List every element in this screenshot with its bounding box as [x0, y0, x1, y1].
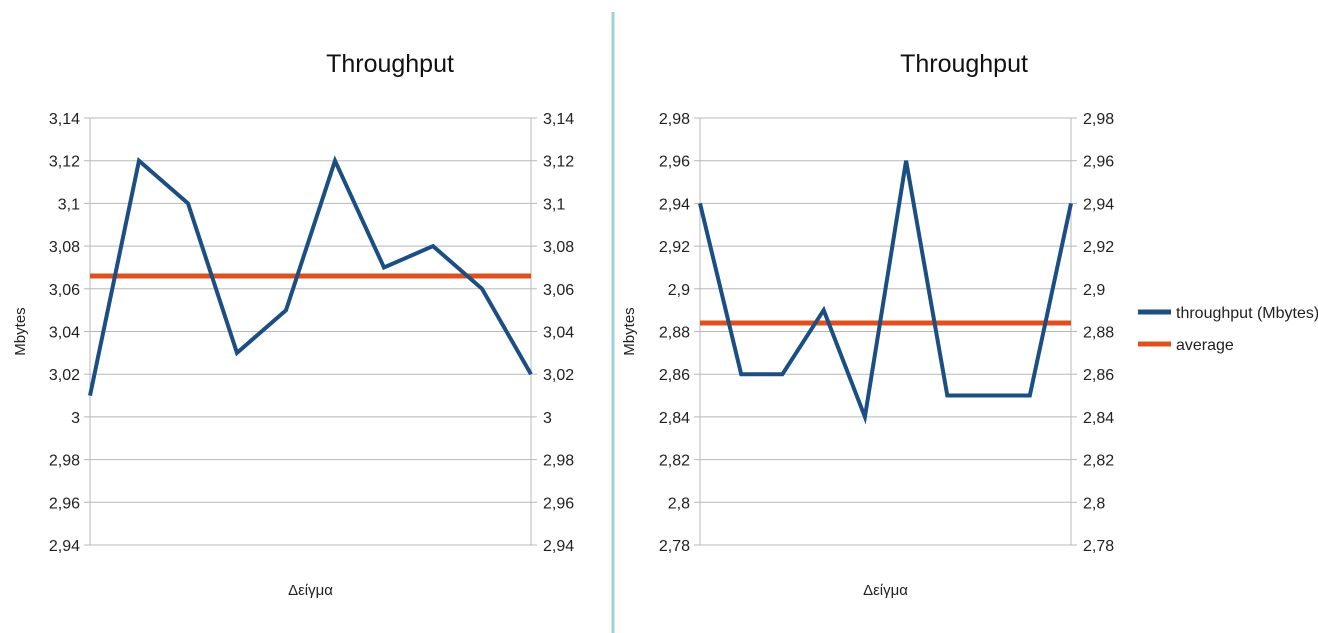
- series-line-throughput: [698, 160, 1073, 425]
- y-tick-label-right: 3,04: [543, 325, 574, 342]
- y-tick-label-right: 2,94: [543, 538, 574, 555]
- y-tick-label-left: 3,12: [49, 154, 80, 171]
- y-tick-label-left: 3: [71, 410, 80, 427]
- y-tick-label-right: 2,98: [543, 453, 574, 470]
- y-tick-label-left: 2,88: [659, 325, 690, 342]
- y-tick-label-left: 2,9: [668, 282, 690, 299]
- y-tick-label-right: 2,98: [1083, 111, 1114, 128]
- y-tick-label-left: 2,98: [49, 453, 80, 470]
- y-tick-label-right: 3,1: [543, 196, 565, 213]
- y-tick-label-right: 2,82: [1083, 453, 1114, 470]
- y-tick-label-left: 3,06: [49, 282, 80, 299]
- series-line-throughput: [88, 155, 533, 397]
- y-tick-label-right: 2,94: [1083, 196, 1114, 213]
- y-tick-label-left: 3,04: [49, 325, 80, 342]
- y-tick-label-left: 2,82: [659, 453, 690, 470]
- legend-label: average: [1176, 337, 1234, 354]
- y-tick-label-left: 3,1: [58, 196, 80, 213]
- y-tick-label-right: 3,12: [543, 154, 574, 171]
- throughput-chart-left: Throughput 3,14 3,14 3,12 3,12 3,1 3,1 3,08 3,08…: [12, 50, 574, 599]
- chart-title: Throughput: [326, 50, 454, 78]
- y-tick-label-left: 2,78: [659, 538, 690, 555]
- y-tick-label-left: 2,94: [659, 196, 690, 213]
- y-axis-title: Mbytes: [621, 307, 638, 355]
- y-tick-label-right: 3,08: [543, 239, 574, 256]
- y-tick-label-right: 3,14: [543, 111, 574, 128]
- y-tick-label-left: 2,98: [659, 111, 690, 128]
- y-tick-label-right: 2,88: [1083, 325, 1114, 342]
- y-tick-label-right: 2,92: [1083, 239, 1114, 256]
- y-tick-label-right: 2,9: [1083, 282, 1105, 299]
- y-tick-label-left: 2,8: [668, 495, 690, 512]
- y-tick-label-left: 2,84: [659, 410, 690, 427]
- y-tick-label-left: 3,08: [49, 239, 80, 256]
- y-tick-label-right: 2,84: [1083, 410, 1114, 427]
- y-tick-label-left: 2,96: [659, 154, 690, 171]
- legend-label: throughput (Mbytes): [1176, 305, 1318, 322]
- y-tick-label-right: 2,8: [1083, 495, 1105, 512]
- y-tick-label-left: 2,86: [659, 367, 690, 384]
- x-axis-title: Δείγμα: [863, 582, 908, 599]
- y-tick-label-left: 2,96: [49, 495, 80, 512]
- y-tick-label-right: 3,06: [543, 282, 574, 299]
- y-tick-label-left: 2,92: [659, 239, 690, 256]
- y-tick-label-right: 3,02: [543, 367, 574, 384]
- y-axis-title: Mbytes: [12, 307, 29, 355]
- y-tick-label-left: 3,02: [49, 367, 80, 384]
- y-tick-label-right: 2,96: [543, 495, 574, 512]
- chart-title: Throughput: [900, 50, 1028, 78]
- y-tick-label-left: 3,14: [49, 111, 80, 128]
- throughput-chart-right: Throughput 2,98 2,98 2,96 2,96 2,94 2,94 2,92 2,…: [621, 50, 1318, 599]
- x-axis-title: Δείγμα: [288, 582, 333, 599]
- y-tick-label-left: 2,94: [49, 538, 80, 555]
- y-tick-label-right: 3: [543, 410, 552, 427]
- y-tick-label-right: 2,78: [1083, 538, 1114, 555]
- y-tick-label-right: 2,86: [1083, 367, 1114, 384]
- y-tick-label-right: 2,96: [1083, 154, 1114, 171]
